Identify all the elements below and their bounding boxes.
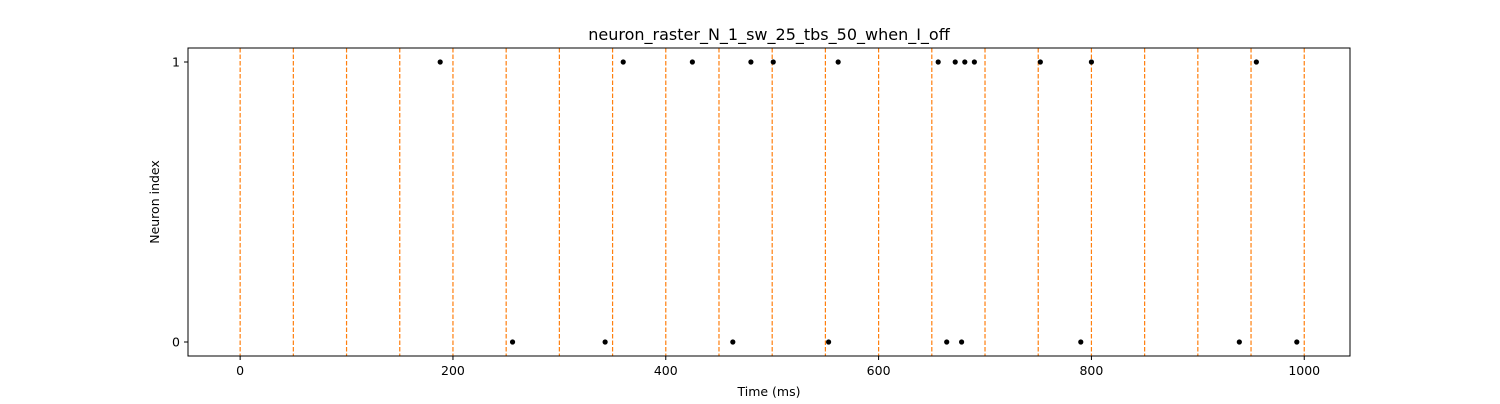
spike-marker — [1088, 59, 1095, 65]
spike-marker — [1294, 339, 1300, 345]
spike-marker — [971, 59, 977, 65]
x-tick-label: 200 — [441, 363, 465, 378]
spike-marker — [962, 59, 968, 65]
spike-marker — [748, 59, 754, 65]
chart-title: neuron_raster_N_1_sw_25_tbs_50_when_I_of… — [588, 25, 950, 45]
y-axis-label: Neuron index — [147, 160, 162, 244]
x-axis-ticks: 0 200 400 600 800 1000 — [236, 356, 1320, 378]
spike-marker — [437, 59, 443, 65]
spike-marker — [835, 59, 841, 65]
spike-marker — [944, 339, 950, 345]
spike-marker — [689, 59, 695, 65]
spike-marker — [825, 339, 832, 345]
spike-marker — [1078, 339, 1084, 345]
plot-frame — [187, 47, 1351, 357]
spike-marker — [1253, 59, 1259, 65]
spike-marker — [959, 339, 965, 345]
y-tick-label: 1 — [172, 55, 180, 70]
x-axis-label: Time (ms) — [736, 384, 800, 399]
x-tick-label: 800 — [1079, 363, 1103, 378]
spike-marker — [509, 339, 516, 345]
spike-marker — [602, 339, 608, 345]
x-tick-label: 400 — [654, 363, 678, 378]
spike-marker — [770, 59, 776, 65]
x-tick-label: 1000 — [1288, 363, 1320, 378]
y-tick-label: 0 — [172, 335, 180, 350]
y-axis-ticks: 01 — [172, 55, 188, 350]
stimulus-lines — [239, 48, 1305, 356]
spike-marker — [952, 59, 958, 65]
x-tick-label: 600 — [867, 363, 891, 378]
spike-marker — [730, 339, 736, 345]
spike-marker — [935, 59, 941, 65]
spike-marker — [1037, 59, 1043, 65]
spike-markers — [437, 59, 1300, 345]
spike-marker — [620, 59, 626, 65]
spike-marker — [1236, 339, 1242, 345]
x-tick-label: 0 — [236, 363, 244, 378]
